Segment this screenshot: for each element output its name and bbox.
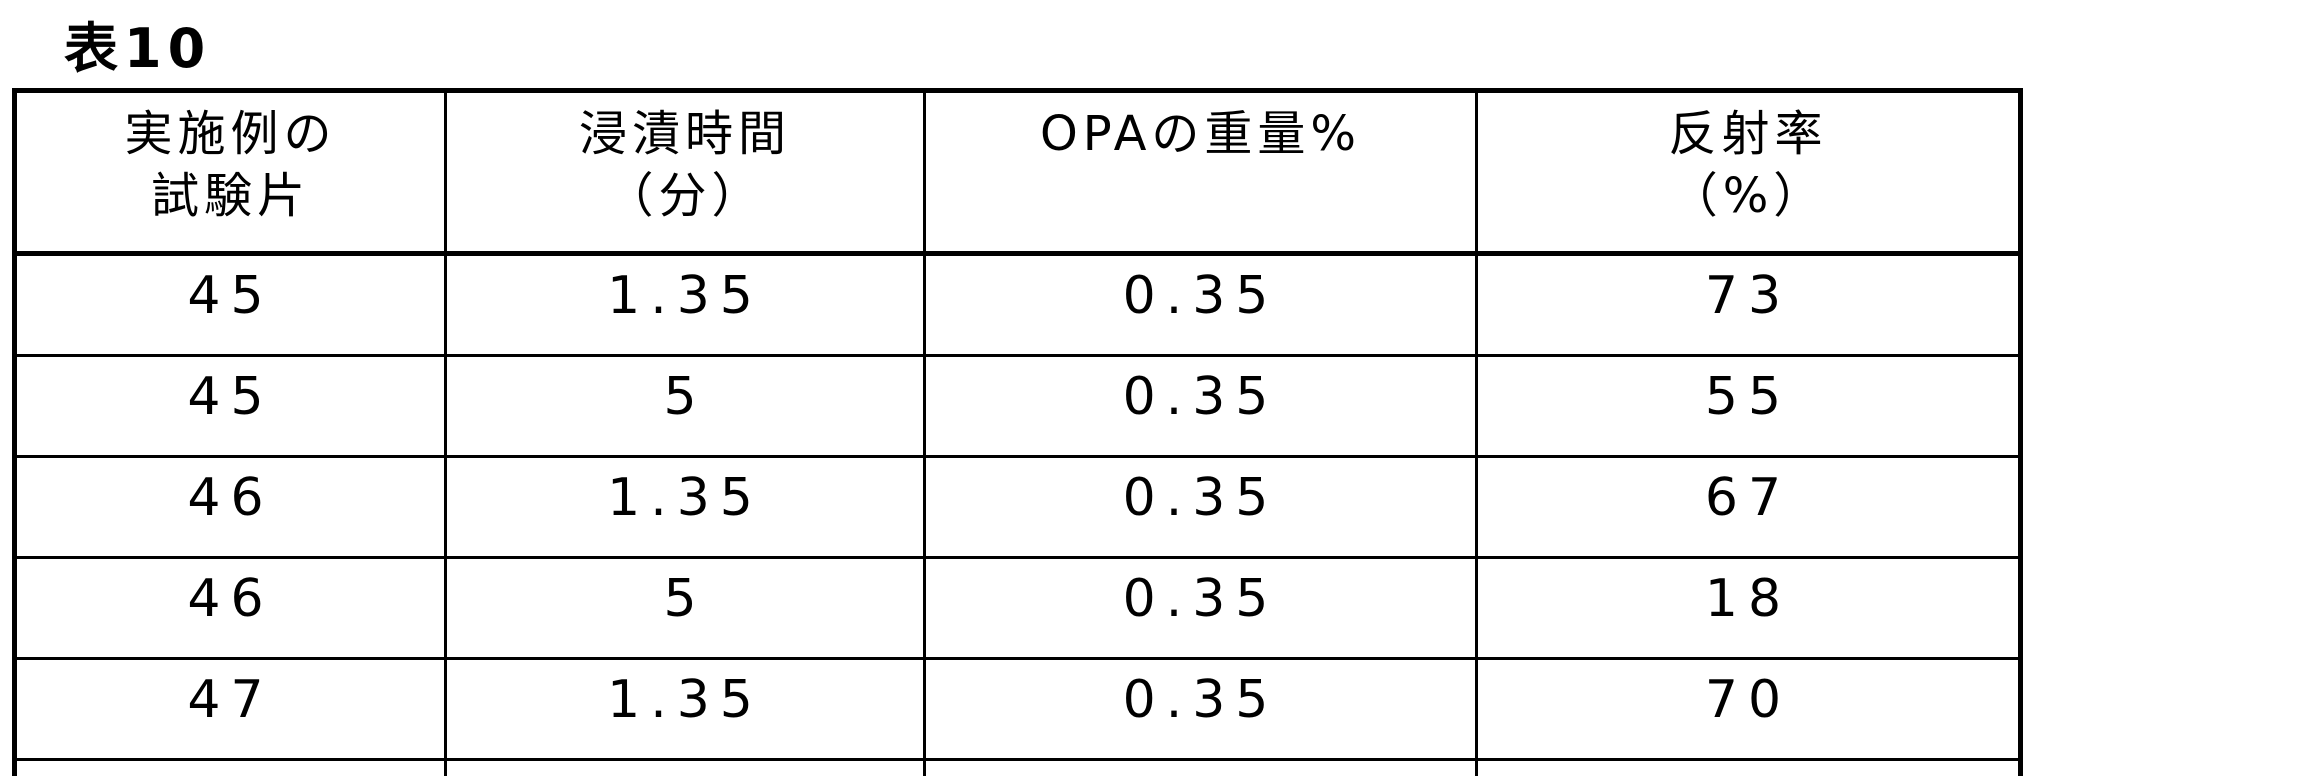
table-cell: 0.35: [923, 758, 1478, 776]
table-cell: 0.35: [923, 455, 1478, 559]
header-line-1: 反射率: [1668, 106, 1828, 162]
table-cell: 5: [444, 758, 926, 776]
table-header: 実施例の 試験片 浸漬時間 （分） OPAの重量% 反射率 （%）: [13, 89, 2022, 256]
table-cell: 1.35: [444, 455, 926, 559]
table-cell: 45: [13, 354, 447, 458]
table-row: 45 5 0.35 55: [13, 354, 2022, 458]
column-header-immersion-time: 浸漬時間 （分）: [444, 89, 926, 256]
table-cell: 14: [1475, 758, 2022, 776]
header-line-2: （%）: [1669, 168, 1827, 224]
table-row: 47 1.35 0.35 70: [13, 657, 2022, 761]
table-cell: 67: [1475, 455, 2022, 559]
table-cell: 55: [1475, 354, 2022, 458]
header-line-2: （分）: [605, 168, 765, 224]
table-cell: 1.35: [444, 252, 926, 357]
table-cell: 47: [13, 758, 447, 776]
table-row: 47 5 0.35 14: [13, 758, 2022, 776]
table-cell: 5: [444, 354, 926, 458]
table-cell: 5: [444, 556, 926, 660]
table-row: 46 5 0.35 18: [13, 556, 2022, 660]
table-cell: 0.35: [923, 354, 1478, 458]
data-table: 実施例の 試験片 浸漬時間 （分） OPAの重量% 反射率 （%）: [12, 88, 2023, 776]
table-title: 表10: [64, 17, 212, 80]
table-cell: 46: [13, 455, 447, 559]
table-cell: 0.35: [923, 657, 1478, 761]
header-line-1: 浸漬時間: [578, 106, 791, 162]
header-line-2: 試験片: [150, 168, 310, 224]
table-body: 45 1.35 0.35 73 45 5 0.35 55 46 1.35 0.3…: [13, 252, 2022, 776]
table-cell: 73: [1475, 252, 2022, 357]
header-line-1: OPAの重量%: [1039, 106, 1362, 162]
column-header-opa-weight-percent: OPAの重量%: [923, 89, 1478, 256]
header-row: 実施例の 試験片 浸漬時間 （分） OPAの重量% 反射率 （%）: [13, 89, 2022, 256]
table-cell: 0.35: [923, 252, 1478, 357]
column-header-reflectance: 反射率 （%）: [1475, 89, 2022, 256]
table-cell: 18: [1475, 556, 2022, 660]
table-cell: 0.35: [923, 556, 1478, 660]
table-cell: 46: [13, 556, 447, 660]
table-cell: 70: [1475, 657, 2022, 761]
table-row: 46 1.35 0.35 67: [13, 455, 2022, 559]
header-line-1: 実施例の: [124, 106, 337, 162]
table-cell: 1.35: [444, 657, 926, 761]
table-cell: 47: [13, 657, 447, 761]
table-cell: 45: [13, 252, 447, 357]
column-header-specimen: 実施例の 試験片: [13, 89, 447, 256]
table-row: 45 1.35 0.35 73: [13, 252, 2022, 357]
